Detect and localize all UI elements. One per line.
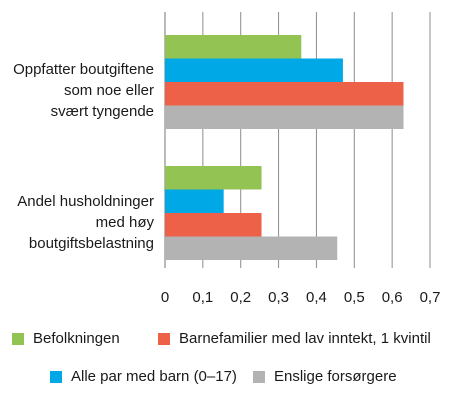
legend-label: Alle par med barn (0–17) bbox=[71, 368, 237, 385]
x-tick-label: 0,4 bbox=[306, 289, 327, 306]
x-tick-label: 0,3 bbox=[268, 289, 289, 306]
x-tick-label: 0,7 bbox=[420, 289, 441, 306]
legend-swatch bbox=[12, 332, 24, 345]
bar bbox=[165, 82, 404, 106]
legend-item-lavinntekt: Barnefamilier med lav inntekt, 1 kvintil bbox=[158, 330, 431, 347]
category-label-line: Oppfatter boutgiftene bbox=[13, 61, 154, 78]
bar bbox=[165, 35, 302, 59]
x-tick-label: 0,6 bbox=[382, 289, 403, 306]
category-label-line: som noe eller bbox=[64, 82, 154, 99]
legend-swatch bbox=[158, 332, 170, 345]
bar bbox=[165, 105, 404, 129]
category-label-line: boutgiftsbelastning bbox=[29, 235, 154, 252]
category-label-line: med høy bbox=[96, 214, 155, 231]
x-tick-label: 0,5 bbox=[344, 289, 365, 306]
category-label: Andel husholdninger med høy boutgiftsbelas… bbox=[17, 193, 154, 252]
legend-item-enslige: Enslige forsørgere bbox=[253, 368, 397, 385]
x-tick-label: 0,2 bbox=[230, 289, 251, 306]
legend-item-par-med-barn: Alle par med barn (0–17) bbox=[50, 368, 237, 385]
bar bbox=[165, 189, 224, 213]
bar bbox=[165, 58, 343, 82]
bar bbox=[165, 236, 338, 260]
bar bbox=[165, 166, 262, 190]
category-label-line: svært tyngende bbox=[51, 103, 154, 120]
legend: Befolkningen Barnefamilier med lav innte… bbox=[0, 318, 450, 398]
legend-item-befolkningen: Befolkningen bbox=[12, 330, 120, 347]
legend-swatch bbox=[253, 370, 265, 383]
legend-label: Barnefamilier med lav inntekt, 1 kvintil bbox=[179, 330, 431, 347]
legend-swatch bbox=[50, 370, 62, 383]
chart: 0 0,1 0,2 0,3 0,4 0,5 0,6 0,7 Oppfatter boutgift… bbox=[13, 12, 441, 306]
x-tick-label: 0,1 bbox=[192, 289, 213, 306]
x-tick-label: 0 bbox=[161, 289, 169, 306]
category-label-line: Andel husholdninger bbox=[17, 193, 154, 210]
bar bbox=[165, 213, 262, 237]
legend-label: Befolkningen bbox=[33, 330, 120, 347]
legend-label: Enslige forsørgere bbox=[274, 368, 397, 385]
category-label: Oppfatter boutgiftene som noe eller svært … bbox=[13, 61, 154, 120]
